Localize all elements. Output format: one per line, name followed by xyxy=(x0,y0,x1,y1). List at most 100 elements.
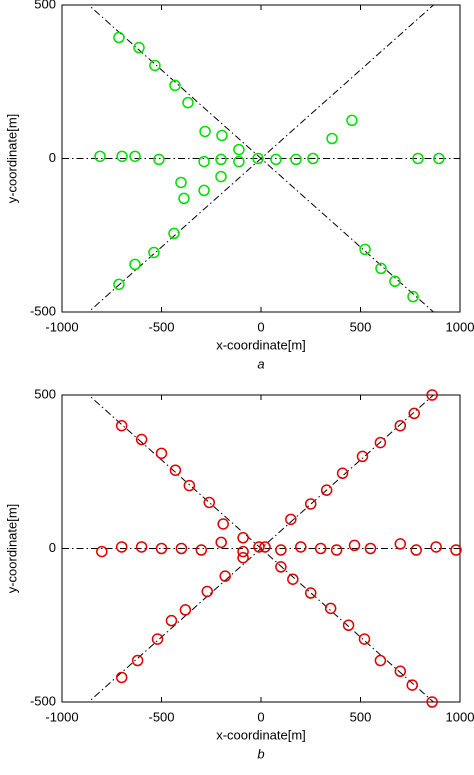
data-point xyxy=(133,41,145,54)
y-tick-label: -500 xyxy=(30,303,56,318)
data-point xyxy=(430,541,442,553)
data-point xyxy=(450,544,462,556)
data-point xyxy=(237,551,249,564)
data-point xyxy=(305,498,317,510)
data-point xyxy=(129,150,141,163)
data-point xyxy=(359,243,371,256)
data-point xyxy=(364,542,377,555)
data-point xyxy=(155,542,168,555)
data-point xyxy=(290,153,302,166)
data-point xyxy=(408,407,420,420)
y-tick-label: -500 xyxy=(30,693,56,708)
y-tick-label: 500 xyxy=(34,0,56,11)
data-point xyxy=(115,541,128,553)
x-tick-label: 500 xyxy=(350,319,372,334)
x-axis-label: x-coordinate[m] xyxy=(216,337,306,352)
data-point xyxy=(215,536,227,549)
data-point xyxy=(151,633,164,645)
data-point xyxy=(179,604,192,616)
caption: a xyxy=(257,356,264,371)
data-point xyxy=(135,541,148,553)
data-point xyxy=(253,541,265,553)
data-point xyxy=(203,496,216,509)
caption: b xyxy=(257,746,264,761)
data-point xyxy=(115,419,128,432)
data-point xyxy=(169,464,182,476)
data-point xyxy=(169,79,181,92)
data-point xyxy=(356,450,369,463)
y-tick-label: 0 xyxy=(49,150,56,165)
data-point xyxy=(426,696,438,708)
data-point xyxy=(201,585,214,598)
x-tick-label: -1000 xyxy=(45,319,78,334)
data-point xyxy=(215,153,227,166)
data-point xyxy=(346,114,358,127)
data-point xyxy=(215,170,227,183)
data-point xyxy=(342,619,355,631)
data-point xyxy=(216,129,228,142)
data-point xyxy=(305,587,317,599)
x-tick-label: 0 xyxy=(257,319,264,334)
data-point xyxy=(375,262,387,275)
data-point xyxy=(358,633,371,645)
data-point xyxy=(348,539,361,552)
data-point xyxy=(275,561,287,573)
y-tick-label: 0 xyxy=(49,540,56,555)
data-point xyxy=(153,153,165,166)
plot: -1000 -500 0 500 1000-5000500x-coordinate[m]… xyxy=(4,386,474,761)
data-point xyxy=(155,447,168,460)
data-point xyxy=(374,436,387,449)
x-tick-label: 1000 xyxy=(446,319,474,334)
data-point xyxy=(412,152,424,165)
data-point xyxy=(199,125,211,138)
data-point xyxy=(406,679,418,691)
data-point xyxy=(394,665,407,678)
reference-line xyxy=(87,5,435,312)
data-point xyxy=(237,545,249,558)
x-tick-label: 0 xyxy=(257,709,264,724)
data-point xyxy=(198,155,210,168)
data-point xyxy=(270,153,282,166)
data-point xyxy=(183,479,196,492)
data-point xyxy=(320,484,333,496)
data-point xyxy=(131,654,144,667)
data-point xyxy=(275,544,287,556)
data-point xyxy=(394,419,407,432)
data-point xyxy=(326,132,338,145)
data-point xyxy=(336,467,349,480)
data-point xyxy=(426,389,438,401)
y-axis-label: y-coordinate[m] xyxy=(4,504,19,594)
x-tick-label: -500 xyxy=(148,709,174,724)
data-point xyxy=(113,31,125,44)
data-point xyxy=(175,176,187,189)
data-point xyxy=(307,152,319,165)
x-tick-label: 1000 xyxy=(446,709,474,724)
data-point xyxy=(195,544,208,556)
reference-lines xyxy=(62,5,460,312)
data-point xyxy=(410,544,422,556)
data-point xyxy=(237,532,249,544)
data-point xyxy=(233,143,245,156)
x-tick-label: -500 xyxy=(148,319,174,334)
data-point xyxy=(295,541,307,553)
reference-line xyxy=(87,5,435,312)
data-point xyxy=(168,227,180,240)
data-point xyxy=(219,570,231,582)
data-point xyxy=(115,671,128,684)
data-point xyxy=(233,155,245,168)
data-point xyxy=(252,152,264,165)
data-point xyxy=(96,545,108,558)
data-point xyxy=(324,602,337,615)
x-tick-label: 500 xyxy=(350,709,372,724)
data-point xyxy=(389,275,401,288)
data-point xyxy=(198,184,210,197)
data-point xyxy=(165,614,178,627)
y-axis-label: y-coordinate[m] xyxy=(4,114,19,204)
data-point xyxy=(394,538,407,550)
data-point xyxy=(217,518,229,530)
data-point xyxy=(182,96,194,109)
data-point xyxy=(287,573,299,585)
data-point xyxy=(129,258,141,271)
x-axis-label: x-coordinate[m] xyxy=(216,727,306,742)
